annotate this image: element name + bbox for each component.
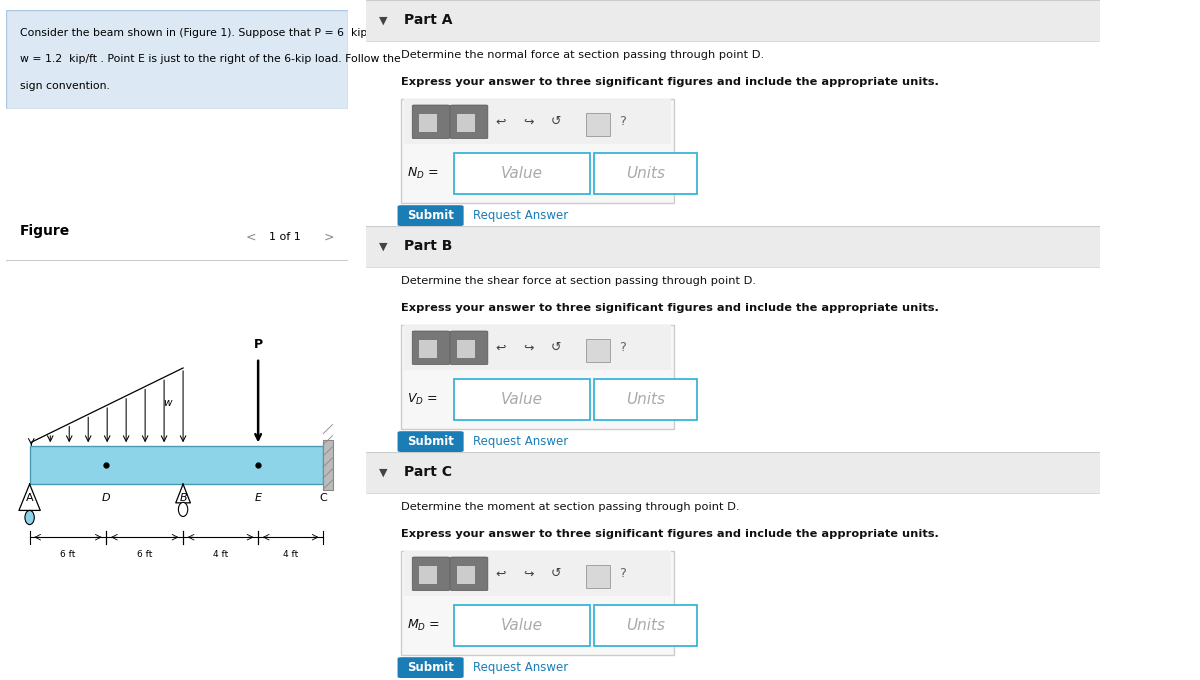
Bar [454,379,590,420]
Bar [587,339,610,362]
Text: $N_{D}$ =: $N_{D}$ = [407,166,439,181]
Text: w: w [163,398,172,408]
FancyBboxPatch shape [401,99,674,203]
Text: $M_{D}$ =: $M_{D}$ = [407,618,440,633]
Text: Submit: Submit [407,661,454,674]
Text: Express your answer to three significant figures and include the appropriate uni: Express your answer to three significant… [401,77,940,87]
Circle shape [25,511,35,524]
Text: Units: Units [626,618,665,633]
Bar [404,99,671,144]
Text: B: B [179,493,187,503]
Text: Request Answer: Request Answer [473,435,569,448]
Text: Request Answer: Request Answer [473,209,569,222]
Text: P: P [253,339,263,352]
Text: D: D [102,493,110,503]
Bar [457,566,475,584]
Text: Value: Value [500,166,542,181]
Bar [594,153,697,194]
Bar [419,566,437,584]
Text: Determine the moment at section passing through point D.: Determine the moment at section passing … [401,502,739,512]
Bar [457,114,475,132]
Text: ↪: ↪ [523,567,534,580]
Bar [419,341,437,358]
Text: Figure: Figure [19,224,70,238]
Text: 6 ft: 6 ft [137,550,152,559]
Text: w = 1.2  kip/ft . Point E is just to the right of the 6-kip load. Follow the: w = 1.2 kip/ft . Point E is just to the … [19,54,401,64]
Text: ?: ? [619,341,626,354]
Bar [587,565,610,588]
Bar [454,153,590,194]
Circle shape [179,503,187,517]
FancyBboxPatch shape [413,105,450,139]
Text: Part B: Part B [404,239,452,254]
Text: ↪: ↪ [523,116,534,129]
Text: A: A [26,493,34,503]
Text: ↩: ↩ [496,116,505,129]
Text: Consider the beam shown in (Figure 1). Suppose that P = 6  kip ,: Consider the beam shown in (Figure 1). S… [19,28,374,38]
Text: 4 ft: 4 ft [283,550,299,559]
Text: $V_{D}$ =: $V_{D}$ = [407,392,438,407]
Text: Determine the shear force at section passing through point D.: Determine the shear force at section pas… [401,275,756,286]
Bar [587,113,610,136]
FancyBboxPatch shape [450,557,488,590]
FancyBboxPatch shape [401,326,674,429]
Text: Express your answer to three significant figures and include the appropriate uni: Express your answer to three significant… [401,303,940,313]
Bar [594,605,697,647]
FancyBboxPatch shape [401,551,674,656]
Bar [457,341,475,358]
FancyBboxPatch shape [450,105,488,139]
Text: Determine the normal force at section passing through point D.: Determine the normal force at section pa… [401,50,764,60]
Text: C: C [319,493,328,503]
Text: 1 of 1: 1 of 1 [269,233,301,243]
Bar [366,226,1100,267]
Text: Part C: Part C [404,465,452,479]
FancyBboxPatch shape [397,657,463,678]
Bar [454,605,590,647]
Bar [30,446,323,484]
Text: sign convention.: sign convention. [19,81,109,91]
Bar [419,114,437,132]
Text: ▼: ▼ [379,16,388,25]
Text: Value: Value [500,618,542,633]
Text: ?: ? [619,116,626,129]
Text: ↺: ↺ [551,567,562,580]
Text: ↩: ↩ [496,341,505,354]
Bar [404,326,671,370]
Text: Request Answer: Request Answer [473,661,569,674]
Text: ↩: ↩ [496,567,505,580]
Text: ?: ? [619,567,626,580]
Text: <: < [245,231,256,244]
Bar [404,551,671,596]
Bar [323,440,332,490]
Text: 6 ft: 6 ft [60,550,76,559]
Text: Units: Units [626,166,665,181]
Text: Submit: Submit [407,435,454,448]
Text: ▼: ▼ [379,241,388,252]
Text: ▼: ▼ [379,467,388,477]
Text: Value: Value [500,392,542,407]
Text: Units: Units [626,392,665,407]
Text: ↺: ↺ [551,341,562,354]
Text: 4 ft: 4 ft [212,550,228,559]
Text: Part A: Part A [404,14,452,27]
Text: >: > [324,231,335,244]
FancyBboxPatch shape [397,431,463,452]
Bar [594,379,697,420]
Text: ↪: ↪ [523,341,534,354]
Bar [366,452,1100,493]
Text: ↺: ↺ [551,116,562,129]
Text: Express your answer to three significant figures and include the appropriate uni: Express your answer to three significant… [401,529,940,539]
FancyBboxPatch shape [413,331,450,364]
Bar [366,0,1100,41]
FancyBboxPatch shape [397,205,463,226]
FancyBboxPatch shape [413,557,450,590]
FancyBboxPatch shape [450,331,488,364]
Text: Submit: Submit [407,209,454,222]
Text: E: E [254,493,262,503]
